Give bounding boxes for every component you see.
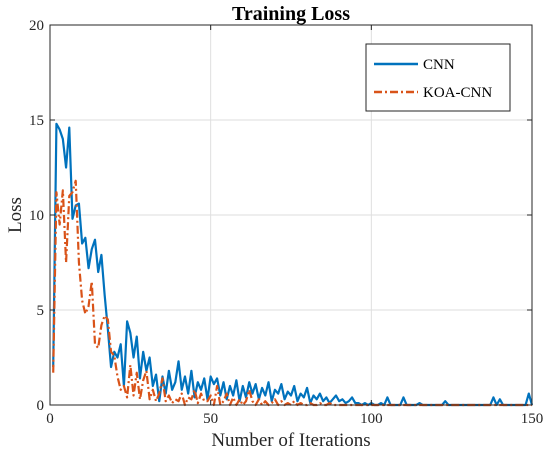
y-tick-label: 10	[29, 208, 44, 224]
legend-label-koa-cnn: KOA-CNN	[423, 85, 492, 101]
chart-title: Training Loss	[232, 3, 350, 25]
y-tick-label: 20	[29, 18, 44, 34]
y-axis-label: Loss	[5, 197, 26, 233]
y-tick-label: 15	[29, 113, 44, 129]
legend: CNN KOA-CNN	[365, 43, 511, 112]
axis-ticks: 0 50 100 150 0 5 10 15 20	[29, 18, 543, 427]
grid-lines	[50, 25, 532, 405]
x-tick-label: 100	[360, 411, 383, 427]
y-tick-label: 0	[37, 398, 45, 414]
x-tick-label: 0	[46, 411, 54, 427]
legend-box	[365, 43, 511, 112]
x-axis-label: Number of Iterations	[211, 430, 370, 451]
x-tick-label: 150	[521, 411, 544, 427]
legend-label-cnn: CNN	[423, 57, 455, 73]
y-tick-label: 5	[37, 303, 45, 319]
x-tick-label: 50	[203, 411, 218, 427]
